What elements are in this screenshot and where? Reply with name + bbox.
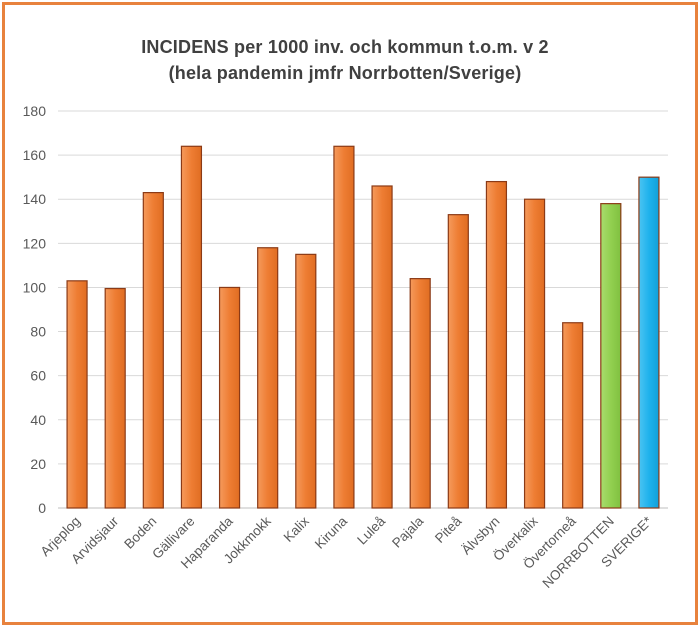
chart-title: INCIDENS per 1000 inv. och kommun t.o.m.… — [141, 37, 549, 57]
y-tick-label: 100 — [23, 279, 47, 295]
bar-arjeplog — [66, 280, 88, 509]
x-tick-label: Luleå — [354, 513, 388, 547]
bar-haparanda — [218, 286, 241, 509]
bar-boden — [142, 192, 164, 509]
y-tick-label: 0 — [38, 500, 46, 516]
x-tick-label: Kalix — [281, 513, 312, 544]
y-tick-label: 120 — [23, 235, 47, 251]
bar-piteå — [447, 214, 469, 509]
y-axis-ticks: 0 20 40 60 80 100 120 140 160 180 — [23, 103, 47, 516]
bar-pajala — [409, 278, 431, 509]
y-tick-label: 80 — [30, 324, 46, 340]
bar-älvsbyn — [485, 180, 508, 509]
chart-subtitle: (hela pandemin jmfr Norrbotten/Sverige) — [168, 63, 522, 83]
bar-norrbotten — [600, 203, 622, 509]
bar-jokkmokk — [257, 247, 279, 509]
bar-kiruna — [333, 145, 355, 509]
y-tick-label: 140 — [23, 191, 47, 207]
x-tick-label: Piteå — [432, 513, 465, 546]
y-tick-label: 160 — [23, 147, 47, 163]
y-tick-label: 60 — [30, 368, 46, 384]
bar-gällivare — [180, 145, 203, 509]
x-tick-label: Kiruna — [312, 513, 351, 552]
x-tick-label: Pajala — [389, 513, 426, 550]
bar-sverige- — [638, 176, 660, 509]
bars — [66, 145, 660, 509]
y-tick-label: 20 — [30, 456, 46, 472]
y-tick-label: 180 — [23, 103, 47, 119]
bar-arvidsjaur — [104, 287, 126, 509]
bar-kalix — [295, 253, 317, 509]
bar-övertorneå — [562, 322, 584, 509]
y-tick-label: 40 — [30, 412, 46, 428]
bar-överkalix — [523, 198, 546, 509]
bar-luleå — [371, 185, 393, 509]
